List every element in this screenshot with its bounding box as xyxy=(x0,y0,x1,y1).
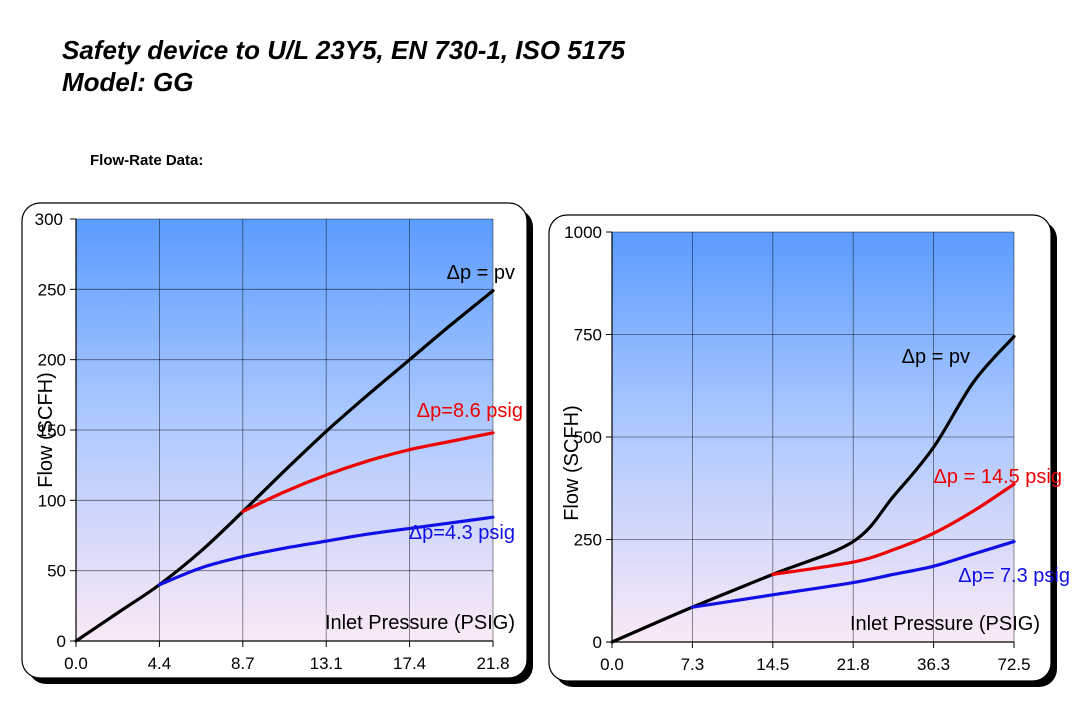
x-tick-label: 14.5 xyxy=(756,655,789,674)
series-label: Δp = 14.5 psig xyxy=(934,466,1062,488)
x-tick-label: 4.4 xyxy=(148,654,172,673)
series-label: Δp=8.6 psig xyxy=(417,400,523,422)
y-tick-label: 150 xyxy=(38,421,66,440)
y-axis-title: Flow (SCFH) xyxy=(35,372,57,488)
chart-2: 0.0 7.3 14.5 21.8 36.3 72.5 0 250 500 750 1000 Flow… xyxy=(548,214,1070,687)
x-tick-label: 17.4 xyxy=(393,654,426,673)
y-tick-label: 1000 xyxy=(564,223,602,242)
y-tick-label: 250 xyxy=(38,280,66,299)
series-line xyxy=(157,515,495,587)
series-label: Δp= 7.3 psig xyxy=(958,565,1070,587)
series-line xyxy=(241,431,495,514)
x-tick-label: 8.7 xyxy=(231,654,255,673)
y-tick-label: 100 xyxy=(38,491,66,510)
title-line-1: Safety device to U/L 23Y5, EN 730-1, ISO… xyxy=(62,35,626,65)
x-tick-label: 21.8 xyxy=(837,655,870,674)
x-tick-label: 7.3 xyxy=(681,655,705,674)
series-line xyxy=(771,482,1016,576)
x-tick-label: 13.1 xyxy=(310,654,343,673)
chart-1: 0.0 4.4 8.7 13.1 17.4 21.8 0 50 100 150 200 250 300 F… xyxy=(21,202,533,684)
page-title: Safety device to U/L 23Y5, EN 730-1, ISO… xyxy=(62,34,625,98)
series-label: Δp=4.3 psig xyxy=(409,522,515,544)
y-tick-label: 0 xyxy=(593,633,602,652)
section-label: Flow-Rate Data: xyxy=(90,152,204,169)
x-tick-label: 0.0 xyxy=(64,654,88,673)
x-axis-title: Inlet Pressure (PSIG) xyxy=(850,613,1040,635)
y-tick-label: 500 xyxy=(574,428,602,447)
x-axis-title: Inlet Pressure (PSIG) xyxy=(325,612,515,634)
y-tick-label: 300 xyxy=(35,210,63,229)
y-tick-label: 0 xyxy=(57,632,66,651)
x-tick-label: 72.5 xyxy=(997,655,1030,674)
title-line-2: Model: GG xyxy=(62,67,194,97)
x-tick-label: 0.0 xyxy=(600,655,624,674)
series-line xyxy=(74,289,495,643)
x-tick-label: 36.3 xyxy=(917,655,950,674)
x-tick-label: 21.8 xyxy=(476,654,509,673)
y-axis-title: Flow (SCFH) xyxy=(561,405,583,521)
series-label: Δp = pv xyxy=(902,346,970,368)
y-tick-label: 750 xyxy=(574,326,602,345)
y-tick-label: 200 xyxy=(38,351,66,370)
series-line xyxy=(690,539,1016,609)
y-tick-label: 250 xyxy=(574,531,602,550)
y-tick-label: 50 xyxy=(47,562,66,581)
series-label: Δp = pv xyxy=(447,262,515,284)
